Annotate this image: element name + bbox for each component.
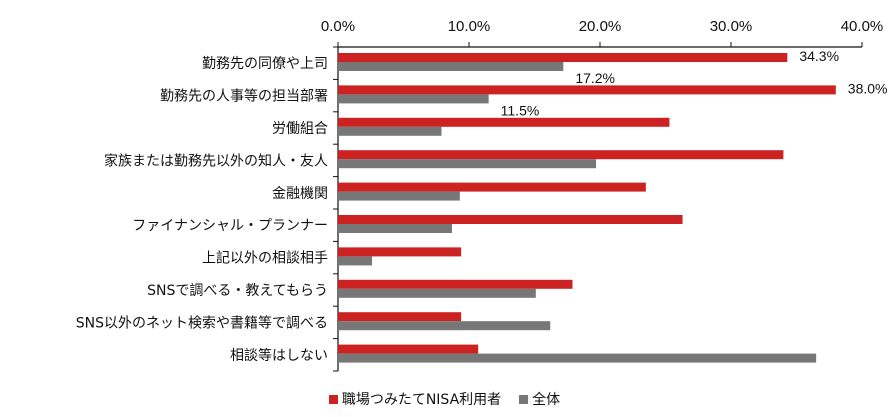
bar-nisa [338, 117, 670, 127]
bar-all [338, 159, 597, 169]
category-label: SNSで調べる・教えてもらう [147, 283, 328, 299]
category-label: 家族または勤務先以外の知人・友人 [104, 152, 328, 169]
bar-nisa [338, 150, 784, 160]
x-tick-label: 10.0% [448, 18, 491, 35]
bar-all [338, 256, 373, 266]
legend-item-all: 全体 [519, 389, 560, 409]
bar-all [338, 224, 452, 233]
category-label: 相談等はしない [230, 347, 328, 364]
data-label: 17.2% [575, 70, 615, 86]
legend-label: 全体 [532, 392, 561, 408]
bar-all [338, 62, 564, 71]
legend-item-nisa: 職場つみたてNISA利用者 [328, 389, 502, 409]
bar-all [338, 126, 442, 136]
bar-nisa [338, 182, 646, 192]
x-tick-label: 20.0% [579, 18, 622, 35]
bar-all [338, 288, 536, 298]
bar-all [338, 191, 460, 201]
x-tick-label: 30.0% [710, 18, 753, 35]
category-label: 勤務先の人事等の担当部署 [160, 88, 328, 105]
category-label: SNS以外のネット検索や書籍等で調べる [76, 314, 328, 331]
bar-nisa [338, 247, 462, 257]
x-tick-label: 0.0% [321, 18, 355, 35]
bar-nisa [338, 53, 788, 62]
legend-swatch-gray [519, 394, 529, 404]
category-label: 金融機関 [272, 186, 328, 202]
bar-nisa [338, 85, 836, 95]
bar-nisa [338, 215, 683, 224]
legend-swatch-red [328, 394, 338, 404]
x-tick-label: 40.0% [841, 18, 884, 35]
category-label: 労働組合 [272, 121, 328, 137]
bar-nisa [338, 279, 573, 289]
data-label: 34.3% [799, 48, 839, 64]
category-label: 勤務先の同僚や上司 [202, 56, 328, 72]
bar-all [338, 94, 489, 104]
data-label: 38.0% [848, 80, 888, 96]
bar-all [338, 353, 817, 363]
data-label: 11.5% [501, 102, 540, 118]
category-label: ファイナンシャル・プランナー [132, 218, 328, 234]
bar-nisa [338, 344, 479, 354]
bar-all [338, 321, 551, 331]
bar-nisa [338, 312, 462, 322]
category-label: 上記以外の相談相手 [202, 250, 328, 267]
legend: 職場つみたてNISA利用者 全体 [0, 389, 889, 409]
legend-label: 職場つみたてNISA利用者 [341, 392, 502, 408]
